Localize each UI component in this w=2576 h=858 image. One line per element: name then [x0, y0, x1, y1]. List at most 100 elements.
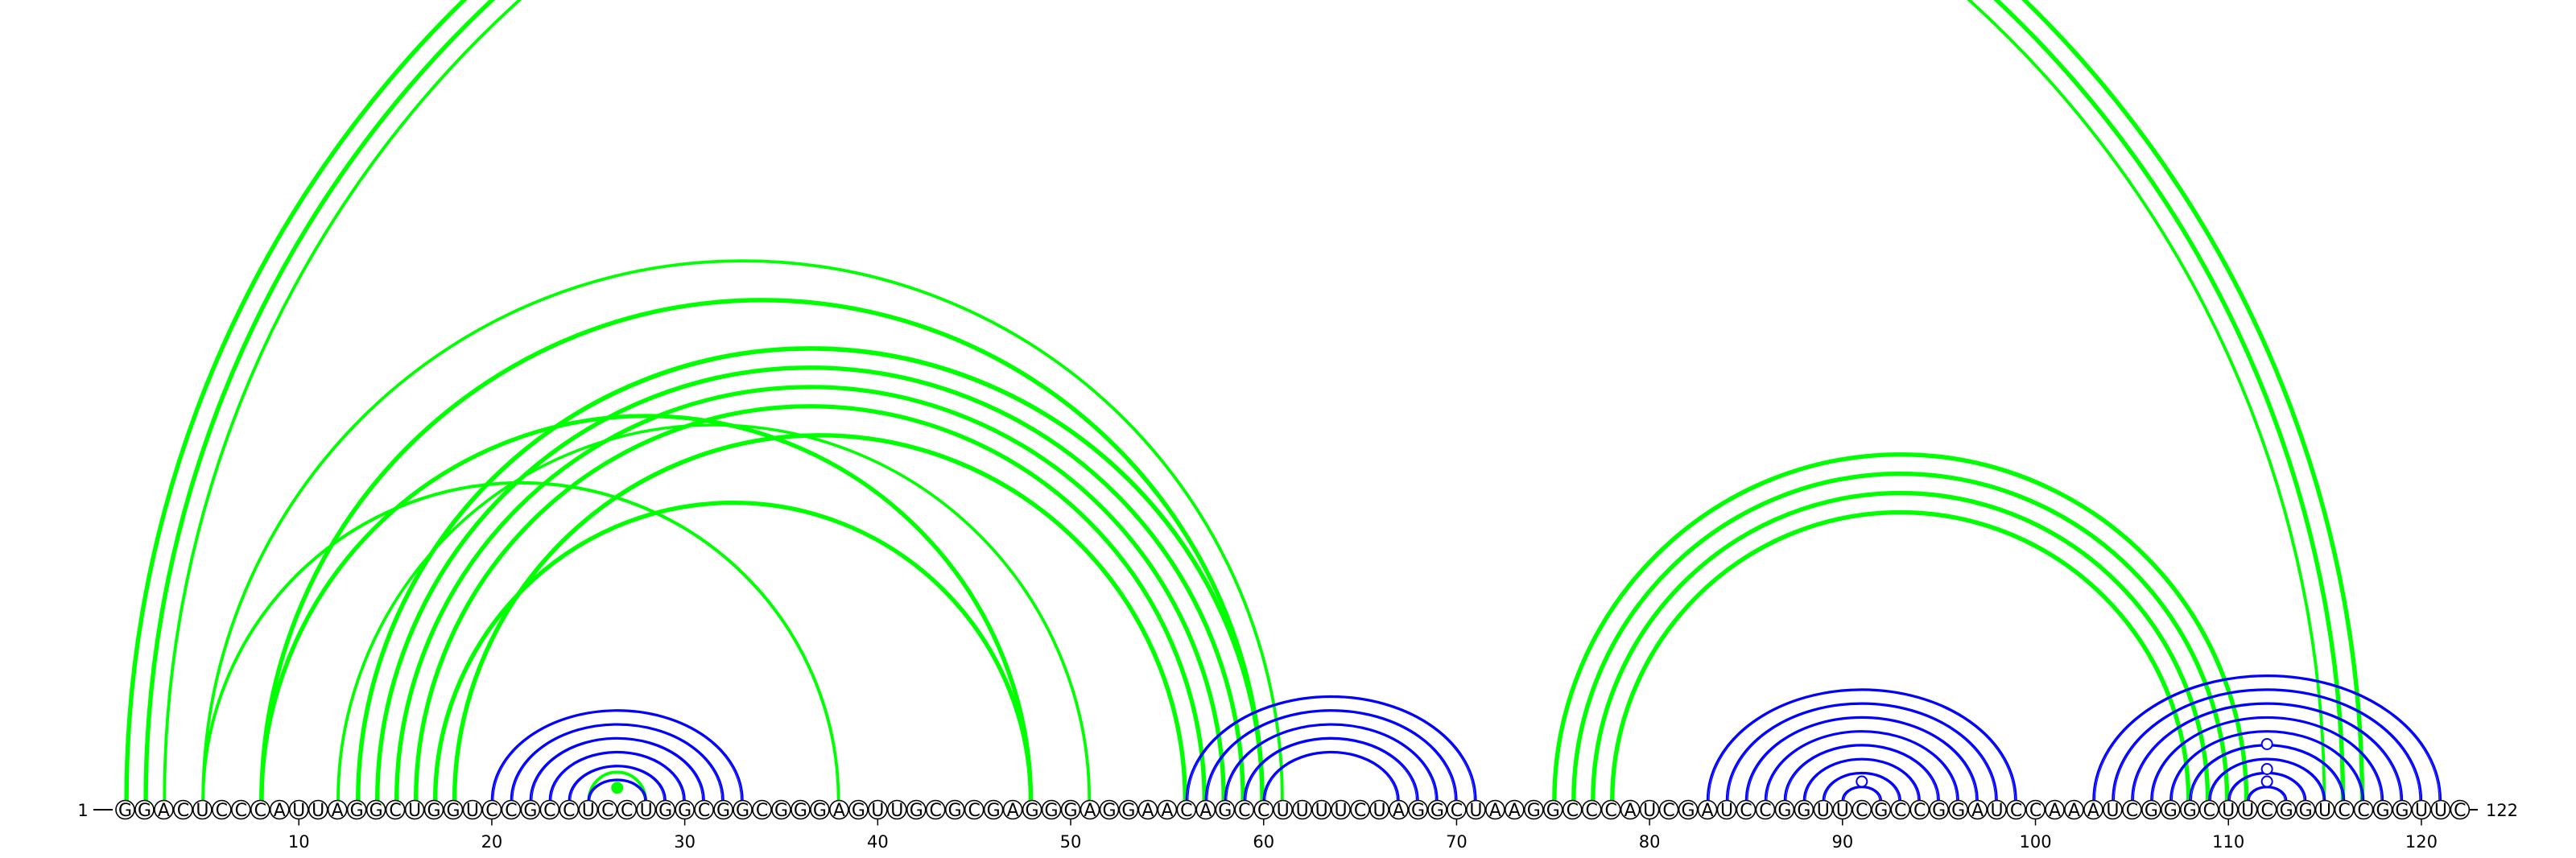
svg-text:C: C — [235, 801, 247, 821]
svg-text:G: G — [1430, 801, 1444, 821]
crossing-arc — [201, 481, 840, 801]
nucleotide: G — [906, 799, 927, 821]
nucleotide: G — [944, 799, 965, 821]
svg-text:U: U — [890, 801, 903, 821]
nested-arc — [2169, 730, 2365, 801]
nucleotide: U — [1369, 799, 1389, 821]
tick-label: 110 — [2212, 832, 2244, 852]
nucleotide: C — [2334, 799, 2355, 821]
svg-text:U: U — [1469, 801, 1482, 821]
crossing-arcs — [124, 0, 2365, 801]
svg-text:C: C — [505, 801, 517, 821]
svg-text:A: A — [2049, 801, 2061, 821]
nucleotide: A — [1002, 799, 1023, 821]
nucleotide: G — [1427, 799, 1447, 821]
svg-text:U: U — [312, 801, 324, 821]
svg-text:C: C — [216, 801, 228, 821]
nucleotide: C — [173, 799, 193, 821]
pair-markers — [611, 738, 2273, 794]
nucleotide: U — [462, 799, 483, 821]
nucleotide: C — [2450, 799, 2471, 821]
svg-text:G: G — [716, 801, 730, 821]
nucleotide: G — [1099, 799, 1120, 821]
nucleotide: U — [2314, 799, 2335, 821]
svg-text:G: G — [1874, 801, 1888, 821]
nucleotide: U — [1292, 799, 1312, 821]
nucleotide: G — [365, 799, 386, 821]
nucleotide: G — [1118, 799, 1139, 821]
svg-text:G: G — [369, 801, 383, 821]
nucleotide: G — [443, 799, 464, 821]
tick-label: 30 — [674, 832, 696, 852]
nucleotide: C — [212, 799, 232, 821]
nested-arc — [1744, 716, 1979, 801]
nucleotide: C — [1755, 799, 1776, 821]
nucleotide: U — [2218, 799, 2239, 821]
nucleotide: G — [2392, 799, 2413, 821]
nucleotide: C — [1253, 799, 1274, 821]
nested-arc — [2092, 674, 2442, 801]
nucleotide: G — [1871, 799, 1892, 821]
svg-text:A: A — [1509, 801, 1521, 821]
tick-label: 120 — [2405, 832, 2438, 852]
svg-text:C: C — [2357, 801, 2369, 821]
svg-text:C: C — [930, 801, 942, 821]
svg-text:G: G — [658, 801, 672, 821]
svg-text:G: G — [1045, 801, 1059, 821]
nucleotide: C — [559, 799, 580, 821]
svg-text:A: A — [274, 801, 286, 821]
crossing-arc — [1591, 490, 2211, 801]
nucleotide: G — [733, 799, 753, 821]
svg-text:C: C — [1759, 801, 1771, 821]
svg-text:C: C — [1238, 801, 1250, 821]
svg-text:G: G — [1121, 801, 1135, 821]
nucleotide: U — [2237, 799, 2258, 821]
nucleotide: G — [1774, 799, 1795, 821]
nucleotide: A — [1967, 799, 1988, 821]
svg-text:G: G — [1411, 801, 1425, 821]
svg-text:G: G — [774, 801, 788, 821]
nucleotide: G — [2141, 799, 2161, 821]
svg-text:G: G — [813, 801, 827, 821]
nested-arc — [1262, 750, 1400, 801]
pair-marker — [2260, 738, 2273, 750]
nested-arc — [1841, 786, 1882, 801]
nucleotide: G — [1524, 799, 1544, 821]
svg-text:A: A — [1007, 801, 1019, 821]
svg-text:U: U — [466, 801, 479, 821]
nucleotide: C — [1562, 799, 1583, 821]
nucleotide: U — [887, 799, 907, 821]
svg-text:G: G — [987, 801, 1001, 821]
crossing-arc — [394, 385, 1226, 801]
nucleotide: G — [346, 799, 367, 821]
svg-text:A: A — [1971, 801, 1984, 821]
nucleotide: U — [1832, 799, 1853, 821]
nucleotide: C — [2122, 799, 2142, 821]
nucleotide: U — [288, 799, 309, 821]
nucleotide: A — [829, 799, 849, 821]
svg-text:G: G — [2183, 801, 2197, 821]
pair-marker — [2260, 763, 2273, 775]
nucleotide: G — [655, 799, 675, 821]
svg-text:A: A — [158, 801, 170, 821]
svg-text:G: G — [1063, 801, 1077, 821]
svg-text:G: G — [118, 801, 132, 821]
nucleotide: C — [385, 799, 406, 821]
crossing-arc — [143, 0, 2346, 801]
nucleotide: G — [520, 799, 541, 821]
svg-text:G: G — [523, 801, 537, 821]
nucleotide: C — [539, 799, 560, 821]
crossing-arc — [1552, 452, 2249, 801]
nucleotide: U — [2411, 799, 2432, 821]
nucleotide: A — [1137, 799, 1158, 821]
nucleotide: G — [1678, 799, 1699, 821]
tick-label: 70 — [1446, 832, 1468, 852]
svg-text:U: U — [2222, 801, 2235, 821]
nucleotide: U — [1466, 799, 1486, 821]
crossing-arc — [1571, 471, 2230, 801]
svg-text:C: C — [1856, 801, 1868, 821]
end-label: 122 — [2486, 801, 2518, 820]
nucleotide: U — [868, 799, 888, 821]
nucleotide: G — [115, 799, 135, 821]
